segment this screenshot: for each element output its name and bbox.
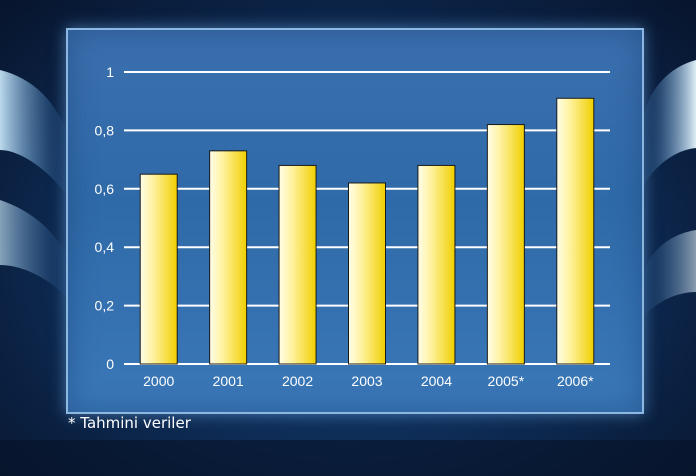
- y-tick-label: 0,4: [95, 239, 115, 255]
- bars: [139, 97, 595, 365]
- x-tick-label: 2000: [143, 373, 174, 389]
- bar: [556, 97, 595, 365]
- footnote-text: * Tahmini veriler: [68, 414, 191, 432]
- x-tick-label: 2001: [213, 373, 244, 389]
- x-tick-label: 2002: [282, 373, 313, 389]
- x-tick-label: 2003: [351, 373, 382, 389]
- y-tick-label: 0,2: [95, 298, 115, 314]
- bar: [209, 150, 248, 365]
- x-tick-label: 2006*: [557, 373, 594, 389]
- y-tick-label: 1: [106, 64, 114, 80]
- bar-chart: 0 0,2 0,4 0,6 0,8 1 2000 2001 2002 2003 2004 2005* 2…: [95, 64, 610, 389]
- bar: [348, 182, 386, 365]
- bar: [486, 124, 525, 365]
- chart-panel: 0 0,2 0,4 0,6 0,8 1 2000 2001 2002 2003 2004 2005* 2…: [66, 28, 644, 414]
- y-tick-label: 0: [106, 356, 114, 372]
- bar: [139, 173, 178, 365]
- x-tick-label: 2005*: [488, 373, 525, 389]
- y-tick-label: 0,8: [95, 122, 115, 138]
- bar: [278, 164, 317, 365]
- x-tick-label: 2004: [421, 373, 452, 389]
- bar: [417, 164, 456, 365]
- tick-labels: 0 0,2 0,4 0,6 0,8 1 2000 2001 2002 2003 2004 2005* 2…: [95, 64, 595, 389]
- y-tick-label: 0,6: [95, 181, 115, 197]
